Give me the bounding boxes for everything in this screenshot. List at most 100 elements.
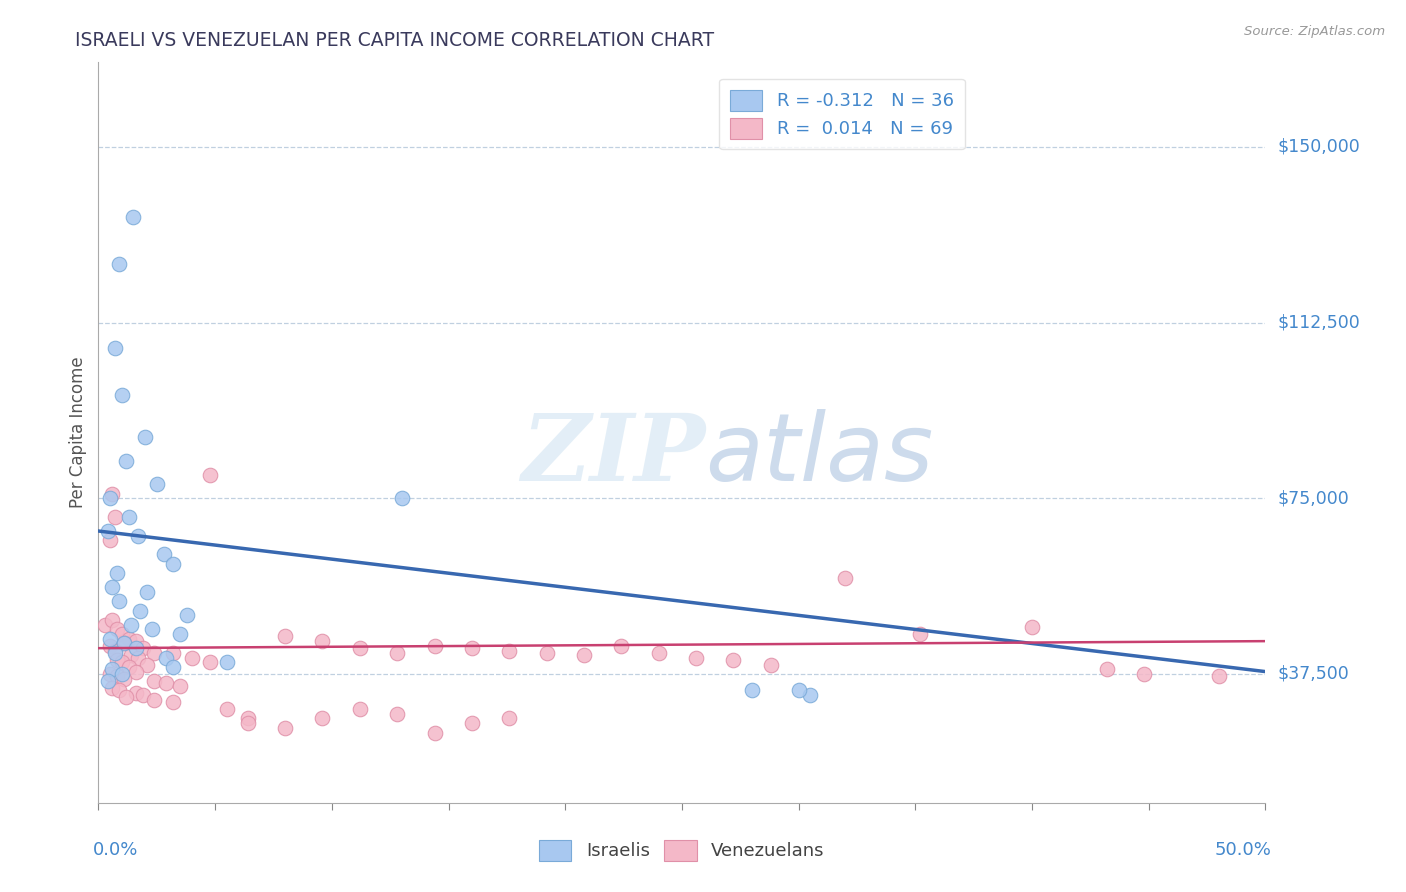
Point [101,613,124,627]
Point [162,660,184,674]
Point [125,641,148,656]
Point [120,648,142,663]
Point [115,690,138,705]
Point [498,711,520,725]
Point [215,655,238,669]
Point [498,643,520,657]
Text: atlas: atlas [706,409,934,500]
Point [94,617,117,632]
Point [101,681,124,695]
Point [385,706,408,721]
Point [125,634,148,648]
Point [118,510,141,524]
Point [1133,667,1156,681]
Point [105,669,128,683]
Text: ZIP: ZIP [522,409,706,500]
Point [146,477,169,491]
Point [98,632,121,646]
Point [610,639,633,653]
Point [98,491,121,506]
Point [385,646,408,660]
Point [105,653,128,667]
Point [108,683,131,698]
Point [391,491,413,506]
Point [152,548,174,562]
Point [143,673,166,688]
Point [104,510,127,524]
Point [162,695,184,709]
Point [349,641,371,656]
Point [461,641,484,656]
Point [834,571,856,585]
Text: $75,000: $75,000 [1277,489,1348,508]
Point [274,630,297,644]
Legend: Israelis, Venezuelans: Israelis, Venezuelans [531,832,832,868]
Point [1208,669,1230,683]
Point [311,711,333,725]
Point [105,566,128,581]
Point [134,430,156,444]
Point [176,608,198,623]
Text: ISRAELI VS VENEZUELAN PER CAPITA INCOME CORRELATION CHART: ISRAELI VS VENEZUELAN PER CAPITA INCOME … [75,30,714,50]
Point [685,650,707,665]
Point [125,686,148,700]
Point [536,646,558,660]
Point [169,627,191,641]
Point [98,667,121,681]
Point [236,716,259,731]
Point [143,692,166,706]
Point [112,636,135,650]
Point [97,524,120,538]
Point [127,529,149,543]
Point [122,210,145,224]
Point [236,711,259,725]
Point [98,639,121,653]
Point [180,650,202,665]
Point [127,650,149,665]
Point [105,623,128,637]
Point [104,341,127,355]
Point [132,641,155,656]
Point [311,634,333,648]
Point [155,650,177,665]
Point [115,454,138,468]
Point [129,604,152,618]
Point [111,627,134,641]
Point [169,679,191,693]
Point [200,467,222,482]
Point [1395,632,1406,646]
Point [143,646,166,660]
Point [274,721,297,735]
Point [349,702,371,716]
Point [136,657,159,672]
Point [423,725,446,739]
Point [162,646,184,660]
Point [104,646,127,660]
Point [111,388,134,402]
Point [141,623,163,637]
Text: Source: ZipAtlas.com: Source: ZipAtlas.com [1244,25,1385,38]
Text: 0.0%: 0.0% [93,840,138,859]
Point [101,662,124,676]
Point [132,688,155,702]
Point [572,648,595,663]
Point [787,683,810,698]
Point [1095,662,1118,676]
Point [759,657,782,672]
Point [111,655,134,669]
Point [118,660,141,674]
Point [136,585,159,599]
Point [108,594,131,608]
Point [112,672,135,686]
Text: $37,500: $37,500 [1277,665,1348,683]
Point [101,486,124,500]
Point [741,683,763,698]
Point [1021,620,1043,634]
Point [98,533,121,548]
Point [111,667,134,681]
Point [155,676,177,690]
Point [723,653,745,667]
Point [200,655,222,669]
Point [125,665,148,679]
Point [908,627,931,641]
